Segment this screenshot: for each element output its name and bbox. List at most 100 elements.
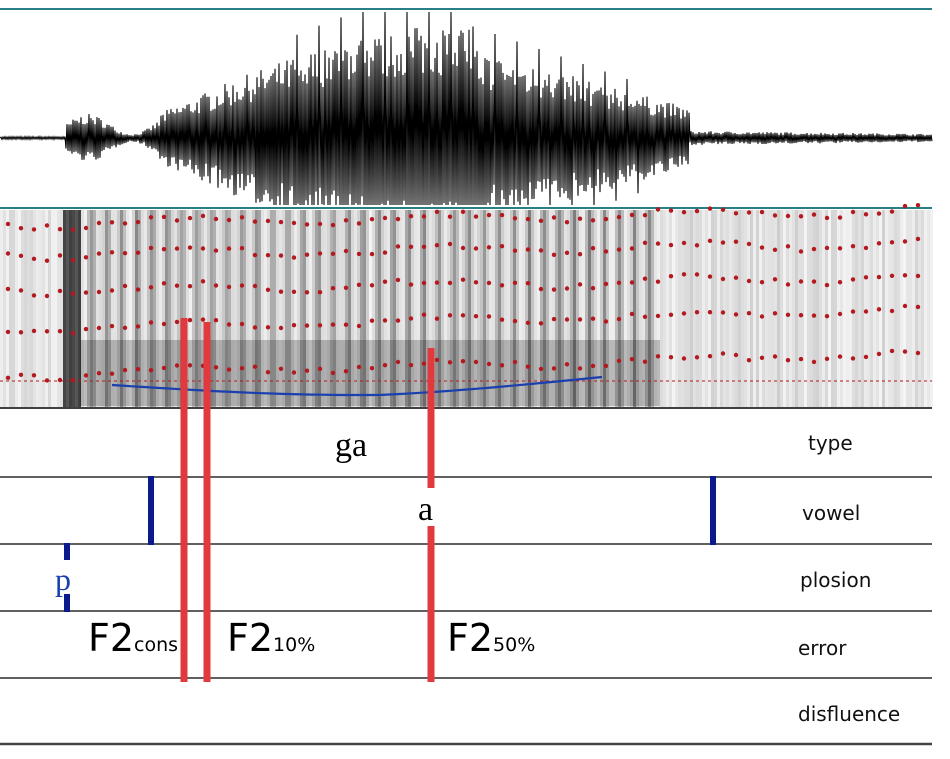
formant-point — [707, 354, 713, 359]
spectrogram-column — [855, 210, 858, 407]
spectrogram-column — [738, 210, 741, 407]
marker-base: F2 — [88, 616, 134, 660]
pitch-contour — [111, 375, 603, 397]
spectrogram-column — [657, 210, 660, 407]
formant-point — [655, 279, 661, 284]
spectrogram-column — [837, 210, 840, 407]
spectrogram-column — [780, 210, 783, 407]
formant-point — [486, 314, 492, 319]
spectrogram-column — [306, 210, 309, 407]
formant-point — [239, 321, 245, 327]
formant-point — [70, 331, 76, 336]
formant-point — [135, 250, 141, 255]
formant-point — [473, 214, 479, 219]
spectrogram-column — [585, 210, 588, 407]
spectrogram-column — [318, 210, 321, 407]
spectrogram-column — [561, 210, 564, 407]
spectrogram-column — [615, 210, 618, 407]
spectrogram-column — [873, 210, 876, 407]
formant-point — [369, 318, 375, 323]
formant-point — [18, 226, 24, 231]
formant-point — [200, 246, 206, 251]
formant-point — [720, 351, 726, 356]
formant-point — [564, 220, 570, 225]
formant-point — [590, 363, 596, 369]
formant-point — [57, 329, 63, 334]
formant-point — [70, 258, 76, 263]
formant-point — [551, 287, 557, 292]
spectrogram-column — [330, 210, 333, 407]
spectrogram-column — [795, 210, 798, 407]
spectrogram-column — [726, 210, 729, 407]
spectrogram-column — [483, 210, 486, 407]
tier-name-error: error — [798, 636, 847, 660]
spectrogram-column — [3, 210, 6, 407]
formant-point — [161, 321, 167, 327]
formant-point — [707, 206, 713, 211]
formant-point — [70, 291, 76, 296]
marker-labels: F2cons F210% F250% — [88, 616, 535, 660]
formant-point — [317, 290, 323, 295]
formant-point — [876, 211, 882, 216]
formant-point — [694, 310, 700, 315]
formant-point — [31, 293, 37, 298]
spectrogram-column — [186, 210, 189, 407]
formant-point — [538, 248, 544, 253]
formant-point — [5, 286, 11, 292]
marker-base: F2 — [447, 616, 493, 660]
spectrogram-column — [891, 210, 894, 407]
formant-point — [824, 215, 830, 221]
formant-point — [590, 316, 596, 321]
spectrogram-column — [345, 210, 348, 407]
spectrogram-column — [588, 210, 591, 407]
formant-point — [135, 324, 141, 329]
formant-point — [759, 280, 765, 285]
formant-point — [642, 314, 648, 319]
formant-point — [837, 354, 843, 359]
formant-point — [83, 290, 89, 295]
spectrogram-panel — [0, 203, 933, 409]
formant-point — [278, 219, 284, 225]
spectrogram-column — [90, 210, 93, 407]
spectrogram-column — [171, 210, 174, 407]
spectrogram-column — [315, 210, 318, 407]
spectrogram-column — [465, 210, 468, 407]
formant-point — [239, 215, 245, 220]
formant-point — [538, 218, 544, 223]
formant-point — [96, 251, 102, 256]
spectrogram-column — [597, 210, 600, 407]
spectrogram-column — [36, 210, 39, 407]
spectrogram-column — [384, 210, 387, 407]
formant-point — [369, 251, 375, 257]
spectrogram-column — [222, 210, 225, 407]
spectrogram-column — [612, 210, 615, 407]
tier-name-disfluence: disfluence — [798, 702, 900, 726]
formant-point — [629, 280, 635, 285]
formant-point — [915, 304, 921, 310]
spectrogram-column — [237, 210, 240, 407]
formant-point — [850, 356, 856, 361]
formant-point — [681, 210, 687, 215]
formant-point — [434, 243, 440, 248]
spectrogram-column — [240, 210, 243, 407]
formant-point — [265, 253, 271, 258]
formant-point — [70, 227, 76, 232]
spectrogram-column — [285, 210, 288, 407]
spectrogram-column — [228, 210, 231, 407]
vowel-label: a — [418, 491, 433, 528]
spectrogram-column — [126, 210, 129, 407]
spectrogram-column — [147, 210, 150, 407]
formant-point — [447, 241, 453, 247]
spectrogram-column — [273, 210, 276, 407]
formant-point — [785, 282, 791, 287]
formant-point — [18, 330, 24, 335]
formant-point — [603, 319, 609, 324]
formant-point — [434, 280, 440, 285]
formant-point — [694, 243, 700, 248]
spectrogram-column — [48, 210, 51, 407]
formant-point — [642, 276, 648, 281]
formant-point — [889, 273, 895, 278]
spectrogram-column — [66, 210, 69, 407]
spectrogram-column — [414, 210, 417, 407]
formant-point — [44, 258, 50, 263]
